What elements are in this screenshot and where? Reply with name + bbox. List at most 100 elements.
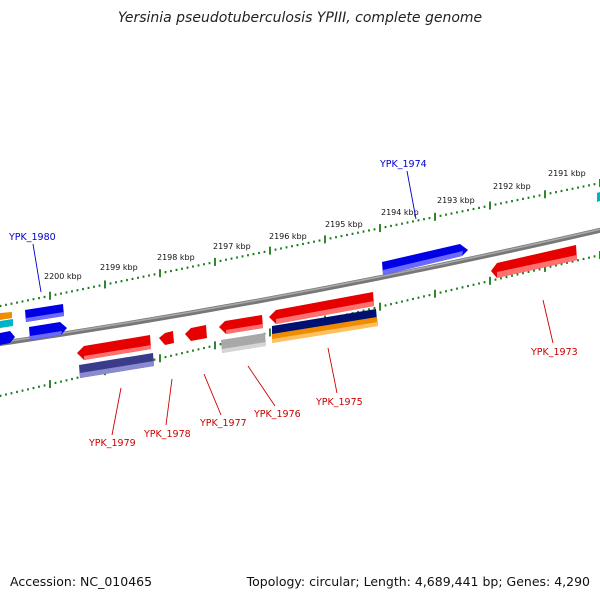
gene-cyan-left[interactable] [0, 319, 13, 328]
major-tick [159, 269, 161, 278]
minor-tick [87, 286, 90, 290]
minor-tick [109, 282, 112, 285]
minor-tick [76, 376, 79, 379]
minor-tick [428, 294, 431, 297]
gene-label-ypk-1977[interactable]: YPK_1977 [199, 418, 247, 429]
minor-tick [186, 350, 189, 354]
leader-ypk-1978 [165, 378, 173, 426]
gene-grey-shade [222, 342, 266, 353]
minor-tick [582, 185, 585, 188]
minor-tick [461, 286, 464, 289]
major-tick [49, 380, 51, 389]
minor-tick [181, 267, 183, 270]
kbp-label: 2200 kbp [44, 272, 82, 281]
minor-tick [483, 205, 486, 208]
kbp-label: 2199 kbp [100, 263, 138, 272]
minor-tick [16, 301, 18, 304]
minor-tick [494, 203, 497, 206]
minor-tick [522, 272, 524, 275]
kbp-label: 2192 kbp [493, 182, 531, 191]
gene-label-ypk-1978[interactable]: YPK_1978 [143, 429, 191, 440]
minor-tick [175, 268, 178, 271]
forward-genes [0, 192, 600, 345]
gene-ypk-1979[interactable] [77, 335, 151, 360]
minor-tick [428, 216, 431, 220]
minor-tick [511, 200, 513, 203]
minor-tick [538, 194, 541, 197]
minor-tick [571, 187, 574, 190]
reverse-genes [77, 245, 577, 378]
minor-tick [588, 256, 590, 259]
minor-tick [516, 198, 519, 202]
minor-tick [153, 358, 156, 361]
minor-tick [93, 285, 95, 288]
minor-tick [313, 240, 315, 243]
gene-ypk-1973-shade [497, 255, 577, 278]
minor-tick [82, 287, 84, 291]
minor-tick [395, 301, 398, 304]
minor-tick [456, 211, 458, 214]
minor-tick [384, 225, 387, 229]
minor-tick [164, 271, 167, 274]
kbp-label: 2191 kbp [548, 169, 586, 178]
gene-forward-left[interactable] [0, 331, 15, 345]
minor-tick [296, 244, 299, 247]
minor-tick [456, 287, 458, 290]
kbp-label: 2198 kbp [157, 253, 195, 262]
minor-tick [500, 277, 502, 280]
minor-tick [142, 275, 145, 278]
gene-ypk-1977[interactable] [185, 325, 207, 341]
minor-tick [71, 377, 73, 381]
minor-tick [472, 207, 475, 211]
minor-tick [54, 381, 57, 384]
minor-tick [302, 242, 304, 246]
kbp-label: 2195 kbp [325, 220, 363, 229]
minor-tick [307, 241, 310, 244]
minor-tick [593, 255, 596, 258]
minor-tick [0, 394, 2, 397]
minor-tick [115, 281, 117, 284]
gene-cyan-right[interactable] [597, 192, 600, 202]
minor-tick [346, 233, 348, 237]
minor-tick [412, 220, 414, 223]
minor-tick [472, 283, 475, 286]
minor-tick [373, 228, 376, 231]
leader-ypk-1977 [203, 373, 222, 416]
minor-tick [148, 274, 150, 277]
gene-ypk-1975-shade [276, 301, 374, 324]
kbp-label: 2193 kbp [437, 196, 475, 205]
minor-tick [203, 346, 205, 350]
minor-tick [522, 197, 524, 200]
major-tick [214, 257, 216, 266]
minor-tick [527, 196, 530, 199]
gene-label-ypk-1979[interactable]: YPK_1979 [88, 438, 136, 449]
minor-tick [505, 201, 508, 204]
minor-tick [373, 306, 376, 310]
gene-ypk-1976-shade [226, 324, 263, 334]
gene-label-ypk-1973[interactable]: YPK_1973 [530, 347, 578, 358]
gene-label-ypk-1975[interactable]: YPK_1975 [315, 397, 363, 408]
gene-label-ypk-1976[interactable]: YPK_1976 [253, 409, 301, 420]
genome-backbone-highlight [0, 228, 600, 344]
major-tick [544, 263, 546, 272]
minor-tick [412, 297, 414, 301]
gene-ypk-1978[interactable] [159, 331, 174, 345]
minor-tick [357, 310, 359, 313]
minor-tick [21, 389, 24, 392]
top-scale [0, 179, 600, 308]
gene-orange-left[interactable] [0, 312, 12, 320]
map-title: Yersinia pseudotuberculosis YPIII, compl… [117, 10, 483, 26]
minor-tick [368, 229, 370, 232]
minor-tick [329, 237, 332, 240]
leader-ypk-1979 [111, 387, 122, 436]
gene-labels: YPK_1974 YPK_1980 YPK_1973 YPK_1975 YPK_… [8, 159, 578, 449]
gene-label-ypk-1974[interactable]: YPK_1974 [379, 159, 427, 170]
major-tick [544, 190, 546, 199]
minor-tick [445, 290, 447, 293]
minor-tick [197, 264, 200, 267]
gene-label-ypk-1980[interactable]: YPK_1980 [8, 232, 56, 243]
minor-tick [555, 191, 557, 194]
minor-tick [478, 206, 480, 209]
minor-tick [54, 293, 57, 296]
major-tick [269, 246, 271, 255]
